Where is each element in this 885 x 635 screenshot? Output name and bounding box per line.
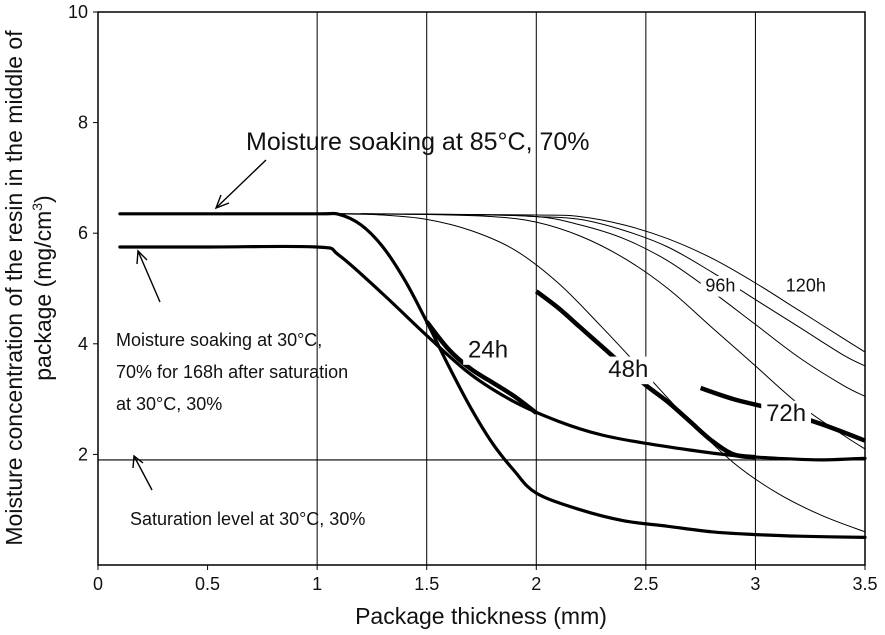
curve-label-bg [780,275,831,297]
y-axis-title-line2-sup: 3 [29,203,45,211]
tick-labels: 0 0.5 1 1.5 2 2.5 3 3.5 2 4 6 8 10 [68,2,878,594]
arrow-85c-head [214,194,230,210]
annotation-85c-label: Moisture soaking at 85°C, 70% [246,128,590,156]
curve-label-bg [463,337,513,365]
y-tick-label: 8 [78,113,88,133]
y-axis-title-line1: Moisture concentration of the resin in t… [1,30,27,546]
x-tick-label: 0.5 [195,574,220,594]
emphasized-segment [424,320,538,415]
annotation-arrows [132,159,267,491]
curve-label: 72h [766,400,806,427]
x-tick-label: 0 [93,574,103,594]
annotation-saturation-label: Saturation level at 30°C, 30% [130,509,365,529]
x-tick-label: 2 [531,574,541,594]
y-axis-title-line2: package (mg/cm3) [29,195,56,380]
series-line [338,213,866,533]
y-axis-title-line2-end: ) [30,195,56,203]
curve-label-bg [603,356,654,385]
x-tick-label: 1 [312,574,322,594]
plot-background [98,12,865,565]
x-tick-label: 2.5 [633,574,658,594]
curve-labels: 24h 48h 72h 96h 120h [463,275,831,429]
series-line [360,213,866,353]
curves [118,211,867,539]
y-tick-label: 2 [78,444,88,464]
y-axis-title-2: package (mg/cm3) [29,195,56,380]
x-tick-label: 1.5 [414,574,439,594]
arrow-30c [137,250,161,303]
grid-lines [98,12,865,565]
curve-label: 48h [608,356,648,383]
curve-label-bg [700,275,741,297]
series-line [360,213,866,367]
arrow-saturation [133,455,153,491]
arrow-saturation-head [132,454,144,469]
curve-label: 120h [786,275,826,295]
annotation-30c-line1: Moisture soaking at 30°C, [116,330,322,350]
arrow-85c [215,159,267,209]
x-axis-title: Package thickness (mm) [355,603,607,629]
y-axis-title-line2-main: package (mg/cm [30,211,56,381]
series-line [118,211,867,539]
arrow-30c-head [136,249,148,265]
y-axis-title: Moisture concentration of the resin in t… [1,30,27,546]
curve-label-bg [761,400,811,429]
emphasized-segment [534,289,756,460]
annotation-30c-line3: at 30°C, 30% [116,394,222,414]
x-tick-label: 3.5 [852,574,877,594]
curve-label: 96h [705,275,735,295]
y-tick-label: 4 [78,334,88,354]
plot-frame [97,11,866,566]
x-tick-label: 3 [750,574,760,594]
annotation-30c-line2: 70% for 168h after saturation [116,362,348,382]
y-tick-label: 10 [68,2,88,22]
curve-label: 24h [468,337,508,364]
y-tick-label: 6 [78,223,88,243]
